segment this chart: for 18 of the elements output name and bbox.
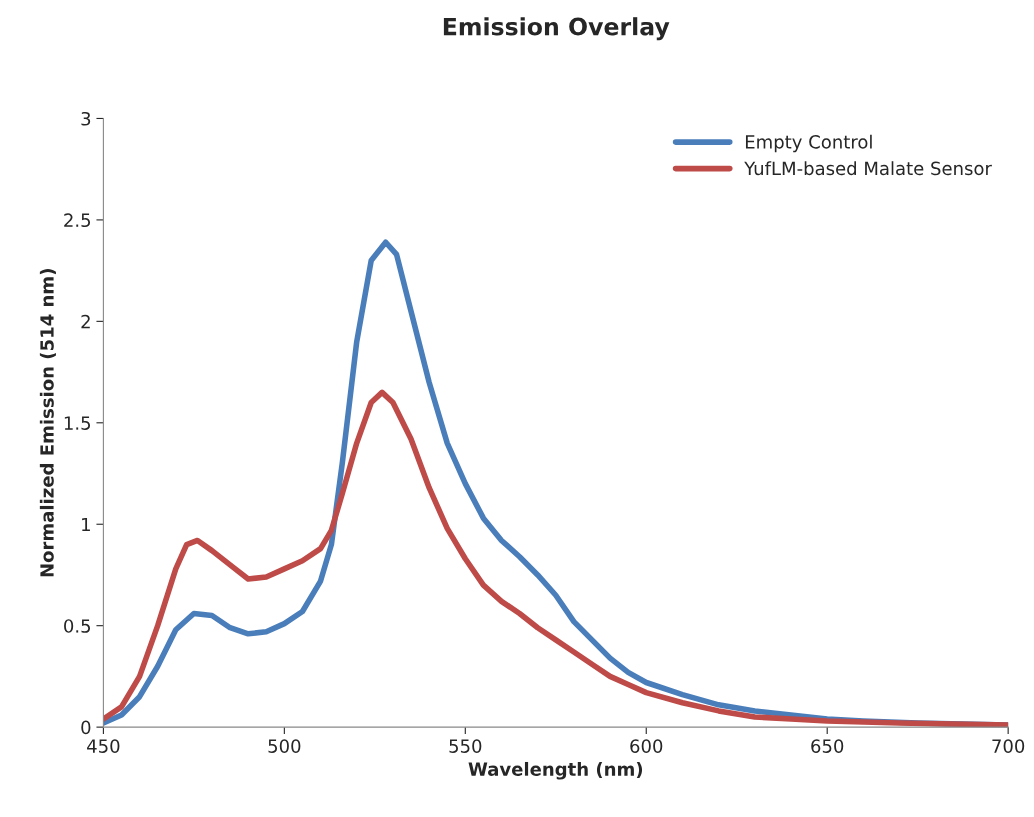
x-axis-title: Wavelength (nm) (468, 761, 643, 780)
x-tick-label: 650 (811, 739, 844, 753)
y-tick-label: 0.5 (64, 619, 91, 633)
x-tick-label: 600 (630, 739, 663, 753)
y-tick-label: 0 (81, 720, 91, 735)
chart-title: Emission Overlay (443, 17, 670, 41)
x-tick-label: 500 (268, 739, 301, 753)
y-axis-title: Normalized Emission (514 nm) (39, 269, 56, 577)
x-tick-label: 450 (87, 739, 120, 753)
y-tick-label: 2.5 (64, 213, 91, 228)
y-tick-label: 3 (81, 111, 91, 126)
legend-label: YufLM-based Malate Sensor (744, 161, 992, 176)
legend-label: Empty Control (745, 134, 872, 153)
x-tick-label: 550 (449, 739, 482, 753)
y-tick-label: 1.5 (64, 416, 91, 430)
y-tick-label: 1 (82, 517, 90, 532)
x-tick-label: 700 (992, 739, 1025, 753)
y-tick-label: 2 (81, 314, 90, 329)
